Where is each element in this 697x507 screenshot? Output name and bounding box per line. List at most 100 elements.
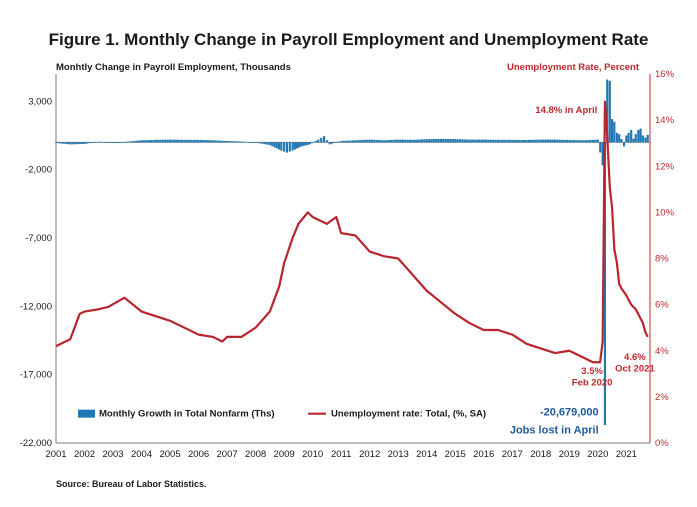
bar xyxy=(209,140,212,143)
bar xyxy=(584,140,587,143)
bar xyxy=(565,139,568,143)
bar xyxy=(138,140,141,143)
bar xyxy=(444,138,447,143)
bar xyxy=(411,139,414,143)
bar xyxy=(639,128,642,143)
bar xyxy=(271,142,274,147)
bar xyxy=(575,140,578,143)
bar xyxy=(140,140,143,143)
bar xyxy=(302,142,305,146)
x-tick-label: 2015 xyxy=(445,449,466,460)
bar xyxy=(447,138,450,143)
bar xyxy=(245,141,248,143)
right-tick-label: 14% xyxy=(655,115,675,126)
bar xyxy=(97,141,100,143)
bar xyxy=(549,139,552,143)
bar xyxy=(100,141,103,143)
right-tick-label: 12% xyxy=(655,161,675,172)
bar xyxy=(641,135,644,143)
bar xyxy=(587,140,590,143)
bar xyxy=(133,140,136,143)
bar xyxy=(356,140,359,143)
bar xyxy=(489,139,492,143)
bar xyxy=(169,139,172,143)
bar xyxy=(456,139,459,143)
x-tick-label: 2019 xyxy=(559,449,580,460)
bar xyxy=(252,142,255,143)
bar xyxy=(161,139,165,143)
legend-label-bar: Monthly Growth in Total Nonfarm (Ths) xyxy=(99,409,275,420)
bar xyxy=(463,139,466,143)
bar xyxy=(180,139,184,143)
bar xyxy=(328,142,331,145)
bar xyxy=(325,140,328,143)
bar xyxy=(159,139,162,143)
bar xyxy=(363,139,366,143)
bar xyxy=(532,139,535,143)
bar xyxy=(577,140,580,143)
x-tick-label: 2013 xyxy=(388,449,409,460)
bar xyxy=(88,142,91,144)
bar xyxy=(449,139,452,143)
bar xyxy=(477,139,481,143)
bar xyxy=(107,142,110,143)
bar xyxy=(275,142,278,149)
bar xyxy=(135,140,138,143)
bar xyxy=(315,140,318,143)
legend-label-line: Unemployment rate: Total, (%, SA) xyxy=(331,409,486,420)
bar xyxy=(496,139,500,143)
bar xyxy=(237,141,241,143)
bar xyxy=(553,139,557,143)
bar xyxy=(413,139,416,143)
bar xyxy=(563,139,566,143)
bar xyxy=(230,141,233,143)
bar xyxy=(568,140,571,143)
bar xyxy=(466,139,469,143)
bar xyxy=(618,134,621,143)
bar xyxy=(304,142,307,146)
bar xyxy=(83,142,86,144)
x-tick-label: 2009 xyxy=(274,449,295,460)
x-tick-label: 2011 xyxy=(331,449,351,460)
bar xyxy=(572,140,576,143)
bar xyxy=(199,139,203,143)
bar xyxy=(620,138,623,143)
bar xyxy=(164,139,167,143)
bar xyxy=(589,139,592,143)
bar xyxy=(380,140,383,143)
bar xyxy=(78,142,81,145)
bar xyxy=(340,140,343,143)
bar xyxy=(615,132,618,143)
x-tick-label: 2018 xyxy=(530,449,551,460)
bar xyxy=(73,142,77,145)
bar xyxy=(62,142,65,144)
bar xyxy=(295,142,299,149)
bar xyxy=(268,142,271,146)
bar xyxy=(266,142,269,145)
bar xyxy=(57,142,60,144)
bar xyxy=(420,139,424,143)
bar xyxy=(308,142,311,145)
axes-group xyxy=(55,74,651,444)
bar xyxy=(349,140,352,143)
right-tick-label: 16% xyxy=(655,69,675,80)
bar xyxy=(235,141,238,143)
bar xyxy=(190,139,193,143)
bar xyxy=(320,137,323,143)
bar xyxy=(401,139,405,143)
bar xyxy=(90,142,93,143)
bar xyxy=(409,139,412,143)
left-tick-label: -2,000 xyxy=(25,165,52,176)
bar xyxy=(288,142,291,152)
bar xyxy=(375,139,378,143)
bar-series xyxy=(54,79,649,425)
bar xyxy=(188,139,191,143)
bar xyxy=(511,139,514,143)
tick-labels: 3,000 -2,000 -7,000 -12,000 -17,000 -22,000 0%… xyxy=(20,69,675,460)
bar xyxy=(247,142,250,143)
bar xyxy=(627,132,630,143)
bar xyxy=(223,140,226,143)
bar xyxy=(570,140,573,143)
bar xyxy=(178,139,181,143)
bar xyxy=(546,139,549,143)
